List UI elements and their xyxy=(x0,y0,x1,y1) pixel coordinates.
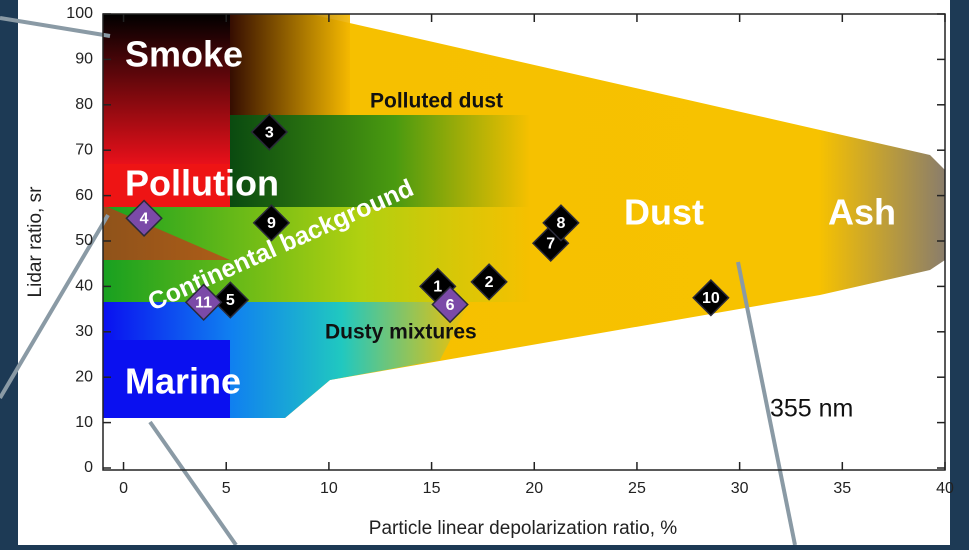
point-label: 9 xyxy=(267,215,276,232)
point-label: 5 xyxy=(226,292,235,309)
x-tick-label: 40 xyxy=(936,480,954,497)
y-tick-label: 10 xyxy=(75,414,93,431)
y-tick-label: 60 xyxy=(75,187,93,204)
smoke-tail xyxy=(230,14,350,115)
x-tick-label: 0 xyxy=(119,480,128,497)
annotation: Dusty mixtures xyxy=(325,321,477,344)
y-tick-label: 30 xyxy=(75,323,93,340)
point-label: 10 xyxy=(702,290,720,307)
y-tick-label: 70 xyxy=(75,141,93,158)
annotation: 355 nm xyxy=(770,395,853,423)
x-tick-label: 30 xyxy=(731,480,749,497)
point-label: 11 xyxy=(195,295,212,312)
point-label: 4 xyxy=(140,211,149,228)
x-tick-label: 25 xyxy=(628,480,646,497)
point-label: 1 xyxy=(433,279,442,296)
annotation: Polluted dust xyxy=(370,90,503,113)
y-tick-label: 20 xyxy=(75,368,93,385)
y-tick-label: 0 xyxy=(84,459,93,476)
point-label: 6 xyxy=(446,297,455,314)
y-tick-label: 90 xyxy=(75,51,93,68)
y-tick-label: 40 xyxy=(75,278,93,295)
point-label: 3 xyxy=(265,124,274,141)
point-label: 8 xyxy=(557,215,566,232)
point-label: 2 xyxy=(485,274,494,291)
x-axis-label: Particle linear depolarization ratio, % xyxy=(369,518,677,539)
x-tick-label: 5 xyxy=(222,480,231,497)
annotation: Pollution xyxy=(125,163,279,204)
annotation: Dust xyxy=(624,192,704,233)
point-label: 7 xyxy=(546,235,555,252)
x-tick-label: 20 xyxy=(525,480,543,497)
annotation: Smoke xyxy=(125,34,243,75)
y-axis-label: Lidar ratio, sr xyxy=(25,186,46,298)
annotation: Marine xyxy=(125,361,241,402)
y-tick-label: 80 xyxy=(75,96,93,113)
chart: Smoke Pollution Marine Dust Ash Polluted… xyxy=(0,0,969,545)
x-tick-label: 15 xyxy=(423,480,441,497)
y-tick-label: 100 xyxy=(66,5,93,22)
x-tick-label: 10 xyxy=(320,480,338,497)
x-tick-label: 35 xyxy=(833,480,851,497)
y-tick-label: 50 xyxy=(75,232,93,249)
annotation: Ash xyxy=(828,192,896,233)
